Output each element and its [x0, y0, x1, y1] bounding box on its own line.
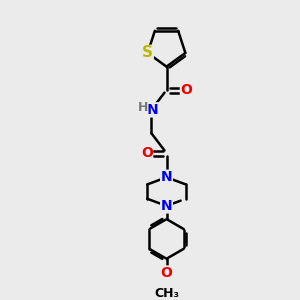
Text: N: N [147, 103, 159, 117]
Text: O: O [180, 83, 192, 97]
Text: S: S [142, 45, 153, 60]
Text: H: H [137, 101, 148, 114]
Text: CH₃: CH₃ [154, 287, 179, 300]
Text: N: N [161, 170, 172, 184]
Text: O: O [141, 146, 153, 160]
Text: N: N [161, 199, 172, 213]
Text: O: O [160, 266, 172, 280]
